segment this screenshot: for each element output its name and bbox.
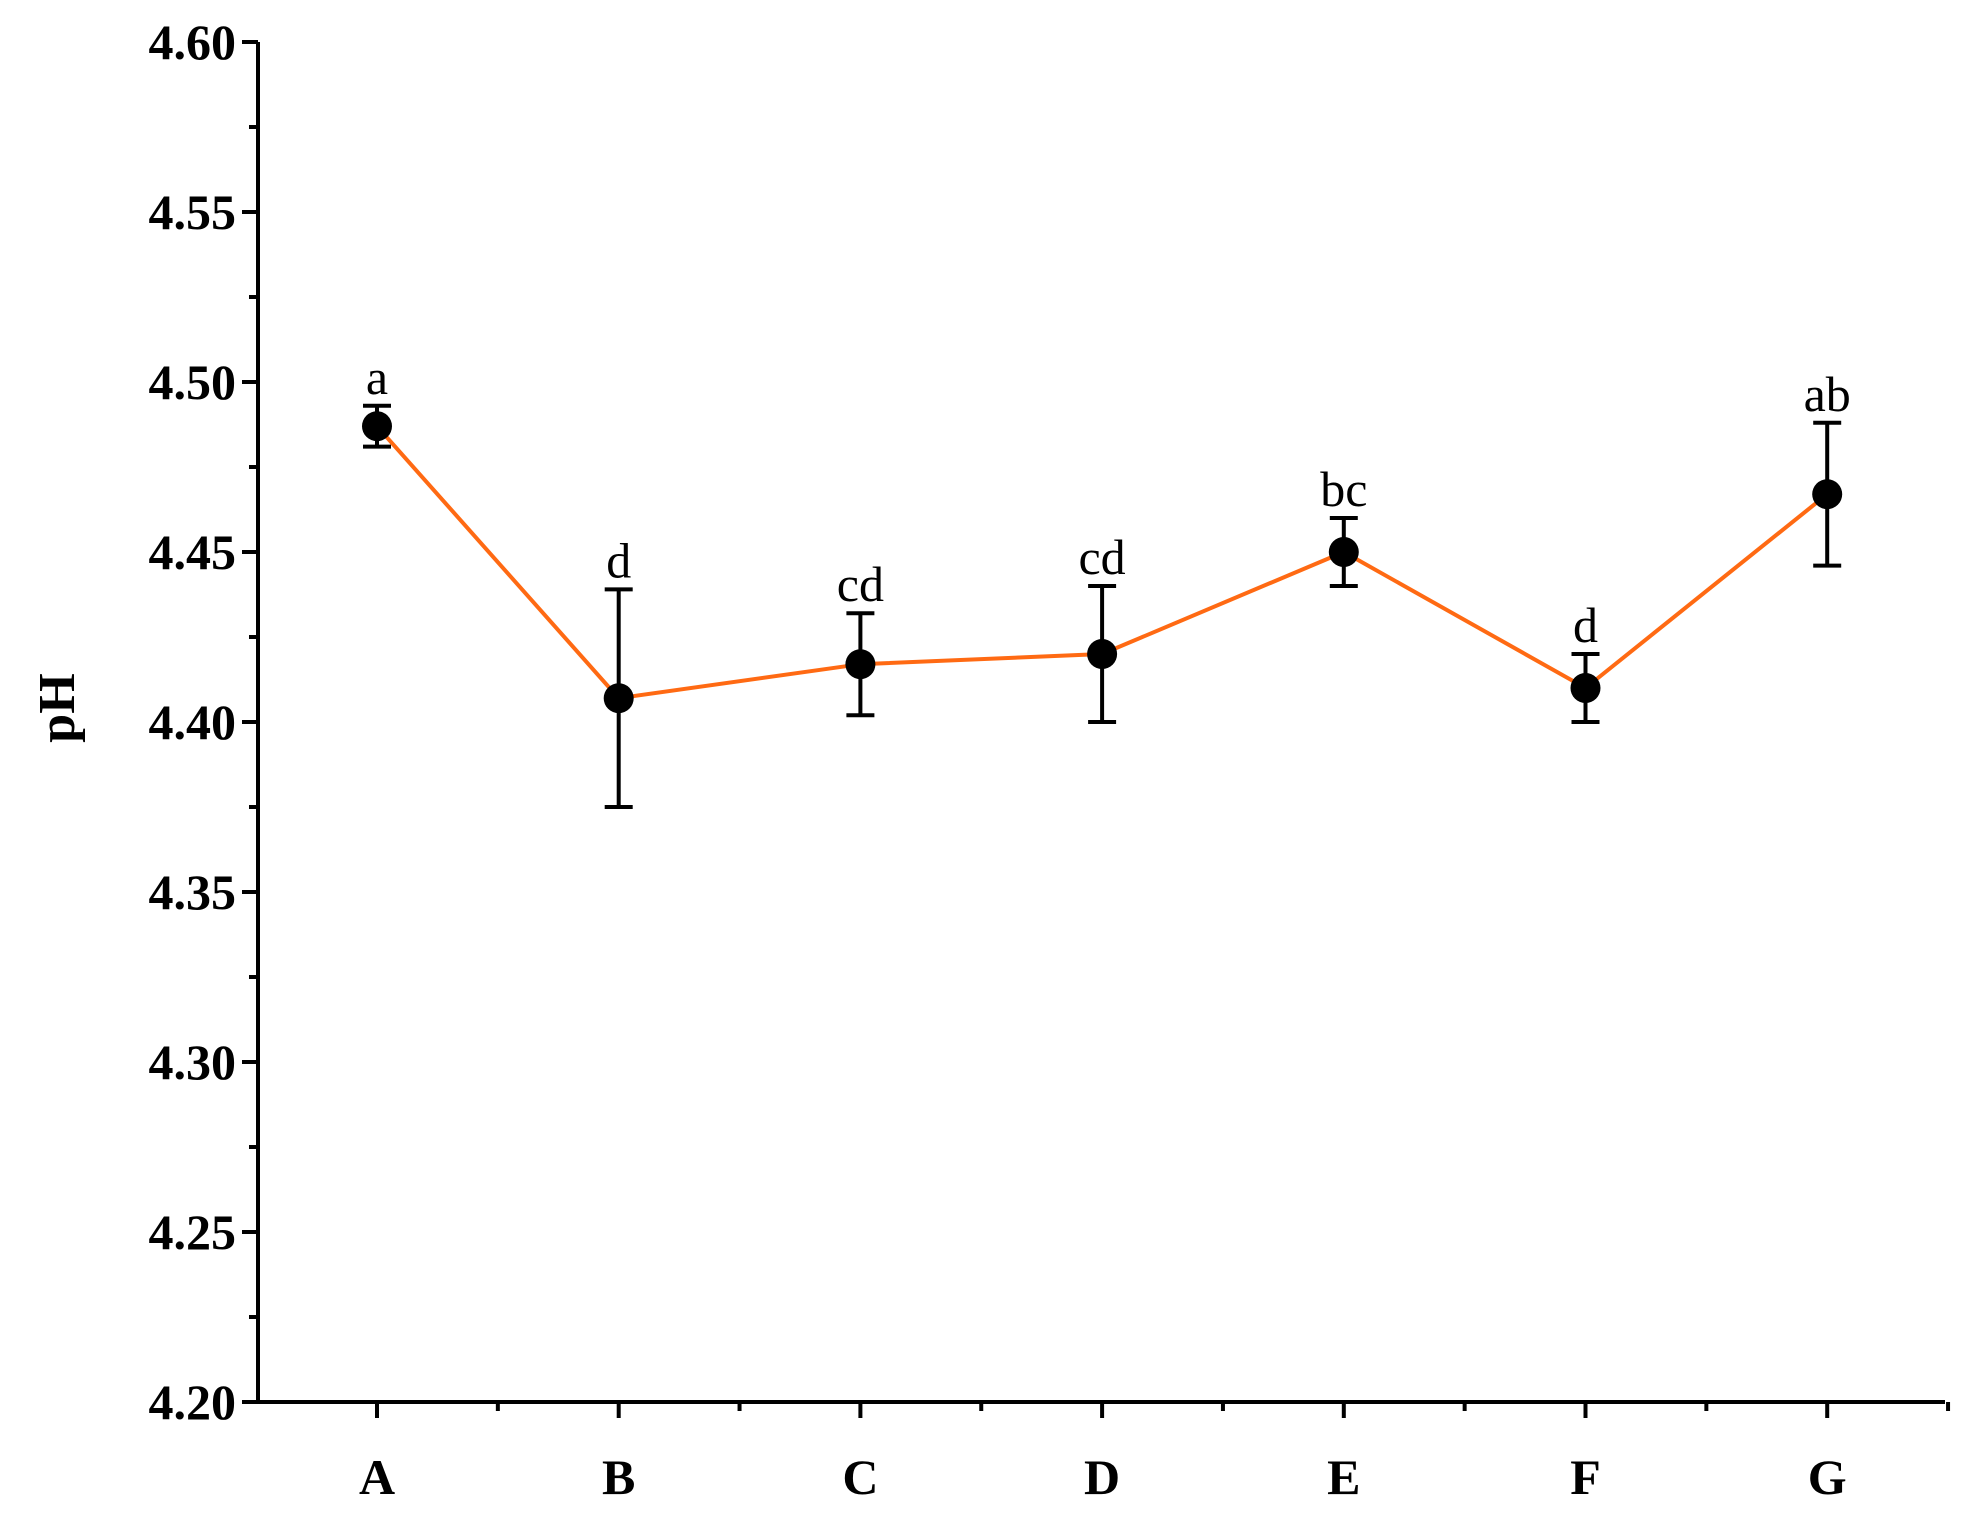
significance-label: a: [366, 349, 388, 405]
y-axis-label: pH: [29, 673, 86, 742]
data-point: [845, 649, 876, 680]
x-tick-label: G: [1808, 1449, 1847, 1505]
data-point: [603, 683, 634, 714]
significance-label: cd: [1078, 529, 1125, 585]
y-tick-label: 4.20: [149, 1374, 237, 1430]
y-tick-label: 4.30: [149, 1034, 237, 1090]
significance-label: bc: [1320, 461, 1367, 517]
y-tick-label: 4.40: [149, 694, 237, 750]
error-bars: [363, 403, 1842, 809]
data-point: [1087, 639, 1118, 669]
data-point: [362, 411, 392, 442]
x-tick-label: A: [359, 1449, 395, 1505]
x-tick-label: B: [602, 1449, 635, 1505]
significance-label: d: [1573, 597, 1598, 653]
data-points: [362, 411, 1843, 714]
significance-label: cd: [837, 556, 884, 612]
y-tick-label: 4.60: [149, 14, 237, 70]
x-axis-ticks: A B C D E F G: [359, 1402, 1951, 1505]
y-tick-label: 4.35: [149, 864, 237, 920]
significance-labels: a d cd cd bc d ab: [366, 349, 1851, 653]
significance-label: d: [606, 532, 631, 588]
data-point: [1328, 537, 1359, 567]
x-tick-label: C: [842, 1449, 878, 1505]
x-tick-label: D: [1084, 1449, 1120, 1505]
significance-label: ab: [1804, 366, 1851, 422]
y-tick-label: 4.45: [149, 524, 237, 580]
y-tick-label: 4.25: [149, 1204, 237, 1260]
x-tick-label: F: [1570, 1449, 1601, 1505]
x-tick-label: E: [1327, 1449, 1360, 1505]
y-tick-label: 4.50: [149, 354, 237, 410]
data-point: [1812, 479, 1843, 510]
data-point: [1570, 673, 1601, 703]
y-axis-ticks: 4.20 4.25 4.30 4.35 4.40 4.45 4.50 4.55 4.60: [149, 14, 258, 1430]
y-tick-label: 4.55: [149, 184, 237, 240]
